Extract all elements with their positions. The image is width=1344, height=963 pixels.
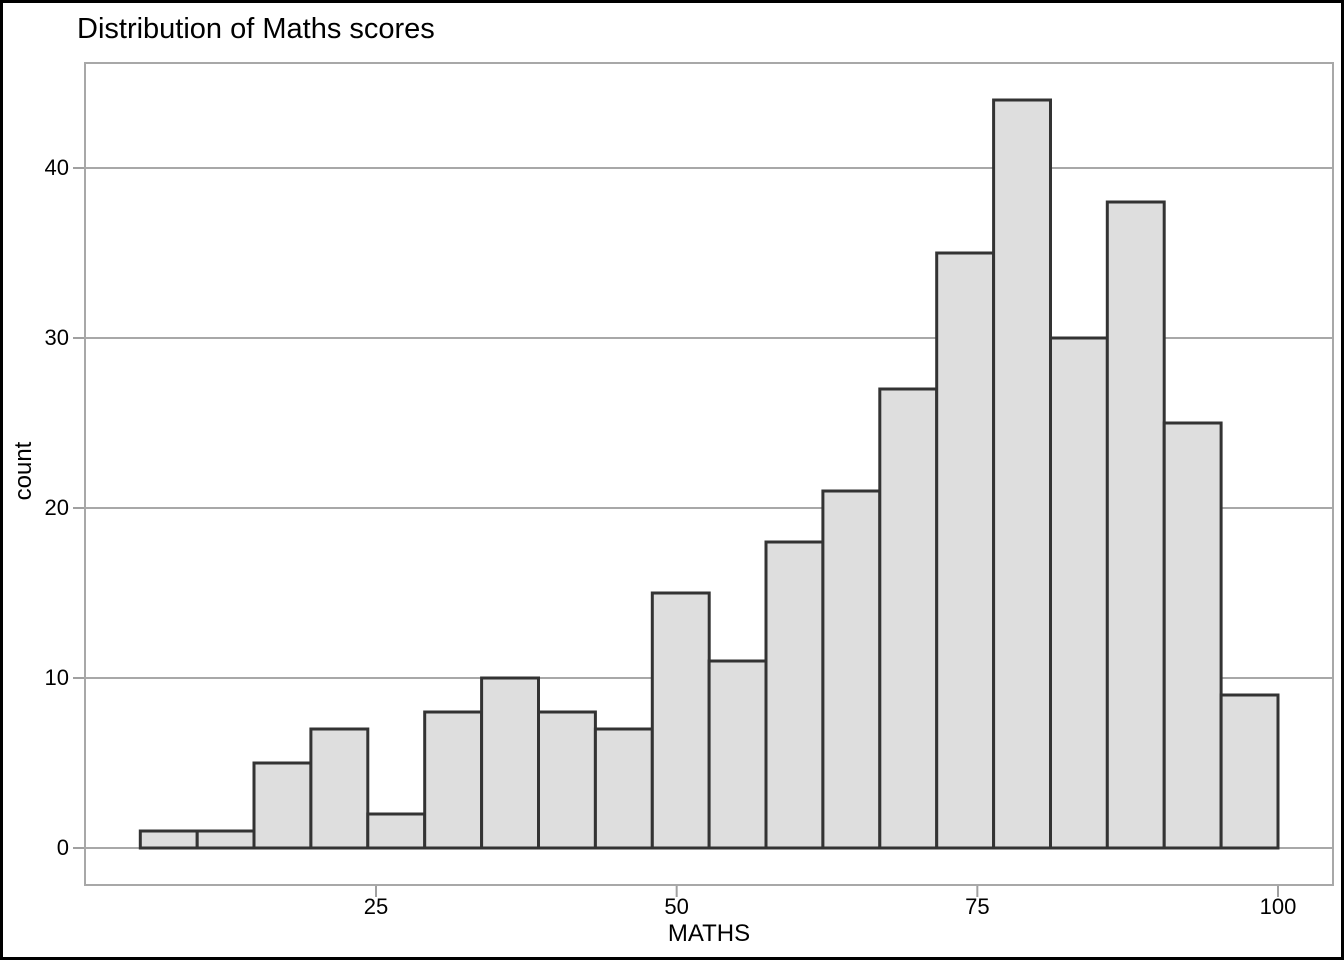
histogram-bar xyxy=(1049,336,1109,850)
histogram-bar xyxy=(423,710,484,850)
histogram-bar xyxy=(252,761,313,850)
histogram-bar xyxy=(195,829,256,850)
histogram-bar xyxy=(935,251,996,850)
histogram-bar xyxy=(309,727,370,850)
histogram-bar xyxy=(593,727,654,850)
histogram-bar xyxy=(992,98,1052,850)
histogram-bar xyxy=(821,489,882,850)
histogram-bar xyxy=(366,812,427,850)
histogram-bar xyxy=(1219,693,1280,850)
histogram-bar xyxy=(1105,200,1166,850)
histogram-bar xyxy=(537,710,597,850)
histogram-bar xyxy=(650,591,711,850)
histogram-bar xyxy=(707,659,768,850)
histogram-bar xyxy=(878,387,939,850)
histogram-bar xyxy=(138,829,199,850)
histogram-bar xyxy=(1162,421,1223,850)
histogram-bar xyxy=(764,540,825,850)
histogram-plot xyxy=(73,62,1334,897)
histogram-bar xyxy=(480,676,541,850)
